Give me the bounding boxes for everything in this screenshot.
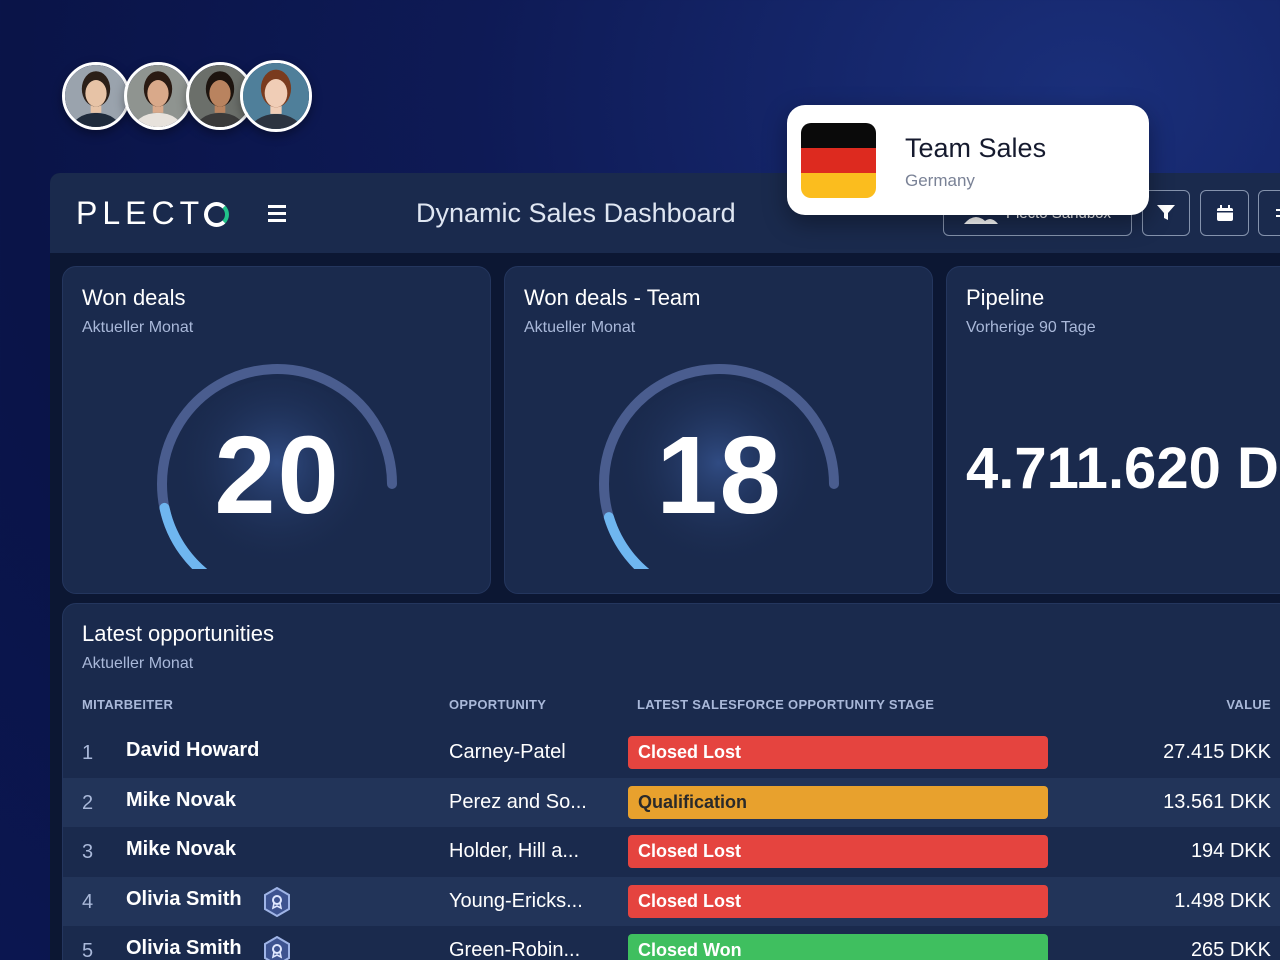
team-name: Team Sales (905, 133, 1047, 163)
row-stage-badge: Closed Won (628, 934, 1048, 960)
widget-title: Latest opportunities (82, 621, 275, 646)
row-stage-badge: Closed Lost (628, 884, 1048, 918)
column-header-stage[interactable]: LATEST SALESFORCE OPPORTUNITY STAGE (637, 697, 935, 712)
won-deals-team-value: 18 (656, 414, 783, 537)
gauge-fill (159, 502, 208, 569)
row-stage-badge: Closed Lost (628, 736, 1048, 769)
dashboard: PLECT Dynamic Sales Dashboard Plecto San… (50, 173, 1280, 960)
row-rank: 5 (82, 940, 94, 960)
team-card[interactable]: Team Sales Germany (787, 105, 1149, 215)
row-value: 265 DKK (1190, 939, 1271, 960)
row-rank: 4 (82, 890, 94, 913)
table-row[interactable]: 2 Mike Novak Perez and So... Qualification 1… (63, 777, 1280, 827)
more-icon (1276, 209, 1280, 217)
widget-title: Won deals (82, 285, 186, 310)
row-opportunity: Carney-Patel (449, 741, 566, 763)
row-employee-name: Olivia Smith (126, 887, 242, 910)
widget-title: Won deals - Team (524, 285, 701, 310)
team-country: Germany (905, 171, 975, 190)
plecto-logo[interactable]: PLECT (76, 195, 230, 232)
latest-opportunities-widget: Latest opportunities Aktueller Monat MIT… (62, 603, 1280, 960)
column-header-value[interactable]: VALUE (1226, 697, 1271, 712)
germany-flag-icon (801, 123, 876, 198)
row-value: 27.415 DKK (1163, 741, 1271, 763)
row-opportunity: Green-Robin... (449, 939, 581, 960)
row-rank: 3 (82, 841, 94, 863)
row-value: 13.561 DKK (1163, 790, 1271, 813)
table-row[interactable]: 3 Mike Novak Holder, Hill a... Closed Lost 1… (63, 827, 1280, 876)
achievement-badge-icon (264, 936, 290, 960)
logo-o-mark-icon (204, 202, 230, 227)
table-row[interactable]: 5 Olivia Smith Green-Robin... Closed Won 26… (63, 926, 1280, 960)
gauge-fill (603, 512, 650, 569)
menu-icon[interactable] (268, 205, 286, 226)
row-stage-badge: Qualification (628, 785, 1048, 819)
pipeline-widget[interactable]: Pipeline Vorherige 90 Tage 4.711.620 D (946, 266, 1280, 594)
pipeline-value: 4.711.620 D (966, 436, 1279, 501)
won-deals-gauge (157, 364, 397, 569)
widget-subtitle: Aktueller Monat (524, 319, 636, 336)
row-employee-name: Olivia Smith (126, 937, 242, 959)
row-stage-badge: Closed Lost (628, 835, 1048, 868)
team-avatars (62, 60, 322, 132)
person-portrait-icon (243, 63, 309, 129)
won-deals-widget[interactable]: Won deals Aktueller Monat 20 (62, 266, 491, 594)
widget-title: Pipeline (966, 285, 1045, 310)
column-header-opportunity[interactable]: OPPORTUNITY (449, 697, 547, 712)
row-employee-name: Mike Novak (126, 788, 237, 811)
avatar[interactable] (240, 60, 312, 132)
dashboard-title: Dynamic Sales Dashboard (416, 198, 736, 228)
column-header-employee[interactable]: MITARBEITER (82, 697, 174, 712)
row-employee-name: Mike Novak (126, 838, 237, 860)
calendar-icon (1216, 205, 1233, 221)
won-deals-value: 20 (214, 414, 341, 537)
person-portrait-icon (65, 65, 127, 127)
achievement-badge-icon (264, 886, 290, 917)
row-value: 194 DKK (1190, 840, 1271, 862)
row-rank: 2 (82, 791, 94, 814)
calendar-button[interactable] (1200, 190, 1249, 236)
table-row[interactable]: 4 Olivia Smith Young-Ericks... Closed Lost… (63, 876, 1280, 926)
widget-subtitle: Aktueller Monat (82, 655, 194, 672)
avatar[interactable] (124, 62, 192, 130)
widget-subtitle: Vorherige 90 Tage (966, 319, 1096, 336)
row-opportunity: Young-Ericks... (449, 889, 583, 912)
row-value: 1.498 DKK (1174, 889, 1271, 912)
won-deals-team-gauge (599, 364, 839, 569)
person-portrait-icon (127, 65, 189, 127)
row-employee-name: David Howard (126, 739, 260, 761)
row-opportunity: Perez and So... (449, 790, 587, 813)
filter-button[interactable] (1142, 190, 1190, 236)
avatar[interactable] (62, 62, 130, 130)
row-opportunity: Holder, Hill a... (449, 840, 580, 862)
filter-icon (1157, 205, 1175, 220)
person-portrait-icon (189, 65, 251, 127)
more-button[interactable] (1258, 190, 1280, 236)
won-deals-team-widget[interactable]: Won deals - Team Aktueller Monat 18 (504, 266, 933, 594)
row-rank: 1 (82, 742, 94, 764)
table-row[interactable]: 1 David Howard Carney-Patel Closed Lost 27.4… (63, 728, 1280, 777)
widget-subtitle: Aktueller Monat (82, 319, 194, 336)
